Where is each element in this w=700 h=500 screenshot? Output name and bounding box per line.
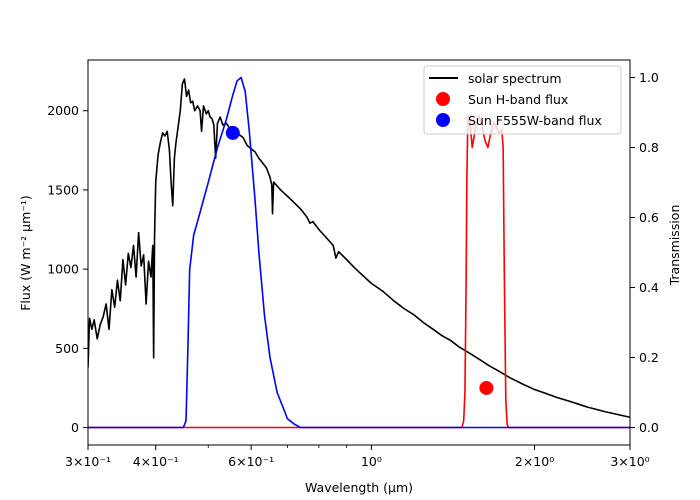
- legend-label-h-band: Sun H-band flux: [468, 92, 568, 107]
- y-tick-label-right: 1.0: [639, 70, 659, 85]
- y-tick-label-right: 0.2: [639, 350, 659, 365]
- x-tick-label: 4×10⁻¹: [133, 454, 179, 469]
- x-tick-label: 10⁰: [361, 454, 382, 469]
- x-tick-label: 3×10⁻¹: [65, 454, 111, 469]
- y-tick-label-left: 500: [55, 341, 79, 356]
- y-tick-label-left: 2000: [47, 103, 79, 118]
- y-tick-label-left: 1500: [47, 182, 79, 197]
- tick-layer: 3×10⁻¹ 4×10⁻¹ 6×10⁻¹ 10⁰ 2×10⁰ 3×10⁰ 0 500 1000 1…: [47, 70, 659, 469]
- x-tick-label: 2×10⁰: [515, 454, 554, 469]
- marker-sun-f555w-band-flux: [225, 125, 240, 140]
- axes-frame: [87, 59, 631, 446]
- x-axis-label: Wavelength (μm): [305, 480, 413, 495]
- y-tick-label-right: 0.8: [639, 140, 659, 155]
- legend-label-f555w-band: Sun F555W-band flux: [468, 113, 602, 128]
- y-axis-label-left: Flux (W m⁻² μm⁻¹): [18, 195, 33, 311]
- y-tick-label-right: 0.4: [639, 280, 659, 295]
- y-axis-label-right: Transmission: [667, 205, 682, 287]
- legend-box: [423, 65, 622, 135]
- x-tick-label: 6×10⁻¹: [228, 454, 274, 469]
- legend-marker-f555w-band: [436, 113, 450, 127]
- series-line-solar-spectrum: [88, 78, 630, 419]
- legend-marker-h-band: [436, 92, 450, 106]
- y-tick-label-right: 0.0: [639, 420, 659, 435]
- legend: solar spectrum Sun H-band flux Sun F555W…: [423, 65, 622, 135]
- y-tick-label-left: 0: [71, 420, 79, 435]
- marker-sun-h-band-flux: [479, 380, 494, 395]
- x-tick-label: 3×10⁰: [610, 454, 649, 469]
- y-tick-label-right: 0.6: [639, 210, 659, 225]
- marker-layer: [225, 125, 494, 395]
- y-tick-label-left: 1000: [47, 262, 79, 277]
- legend-label-solar: solar spectrum: [468, 71, 562, 86]
- series-line-sun-f555w-band-flux: [88, 76, 630, 429]
